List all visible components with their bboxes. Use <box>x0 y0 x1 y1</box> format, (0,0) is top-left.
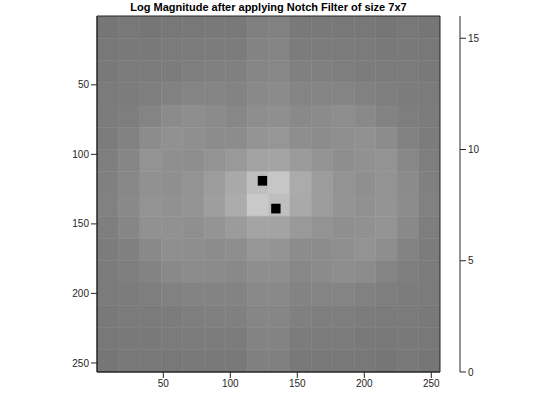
svg-text:10: 10 <box>468 144 480 155</box>
svg-text:50: 50 <box>158 378 170 389</box>
svg-text:150: 150 <box>72 218 89 229</box>
svg-text:5: 5 <box>468 255 474 266</box>
html-text:Log Magnitude after applying N: Log Magnitude after applying Notch Filte… <box>130 1 407 13</box>
svg-text:200: 200 <box>72 288 89 299</box>
svg-text:250: 250 <box>72 358 89 369</box>
svg-text:100: 100 <box>72 149 89 160</box>
svg-text:150: 150 <box>289 378 306 389</box>
svg-text:100: 100 <box>222 378 239 389</box>
svg-text:50: 50 <box>78 79 90 90</box>
svg-text:250: 250 <box>423 378 440 389</box>
svg-text:200: 200 <box>356 378 373 389</box>
svg-text:15: 15 <box>468 33 480 44</box>
svg-text:0: 0 <box>468 367 474 378</box>
